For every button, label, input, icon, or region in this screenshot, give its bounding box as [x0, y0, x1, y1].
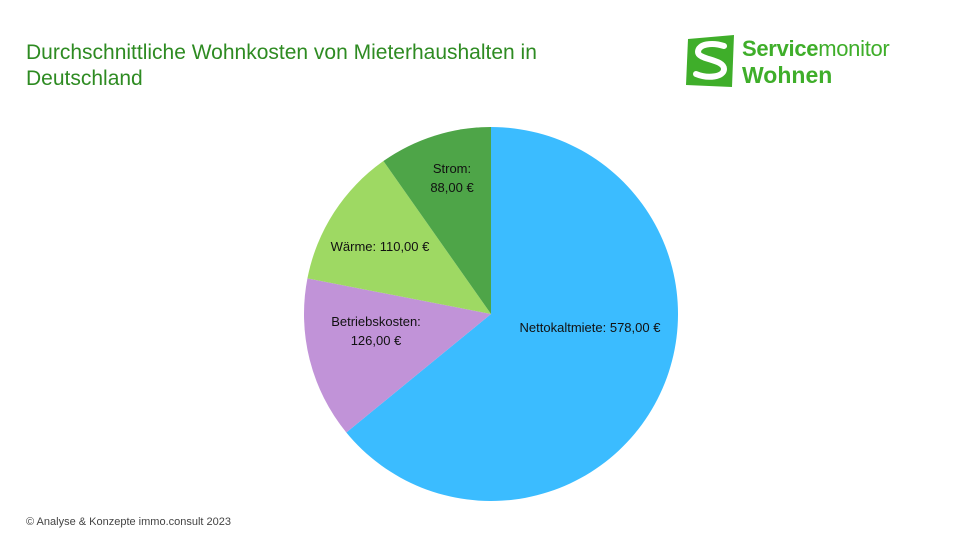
- slice-label-2: Wärme: 110,00 €: [331, 239, 431, 254]
- slice-label-1: Betriebskosten: 126,00 €: [331, 314, 421, 348]
- pie-slice-2: [307, 161, 491, 314]
- logo-s-icon: [686, 35, 734, 87]
- pie-slice-0: [346, 127, 678, 501]
- pie-slice-3: [383, 127, 491, 314]
- copyright-footer: © Analyse & Konzepte immo.consult 2023: [26, 516, 231, 528]
- pie-slice-1: [304, 278, 491, 433]
- logo-text-regular: monitor: [818, 36, 890, 61]
- logo-text-line1: Servicemonitor: [742, 36, 890, 62]
- logo-text-bold: Service: [742, 36, 819, 61]
- servicemonitor-logo: Servicemonitor Wohnen: [686, 33, 936, 93]
- logo-text-line2: Wohnen: [742, 62, 833, 88]
- slice-label-3: Strom: 88,00 €: [430, 161, 474, 195]
- chart-title: Durchschnittliche Wohnkosten von Mieterh…: [26, 41, 537, 90]
- slice-label-0: Nettokaltmiete: 578,00 €: [520, 320, 662, 335]
